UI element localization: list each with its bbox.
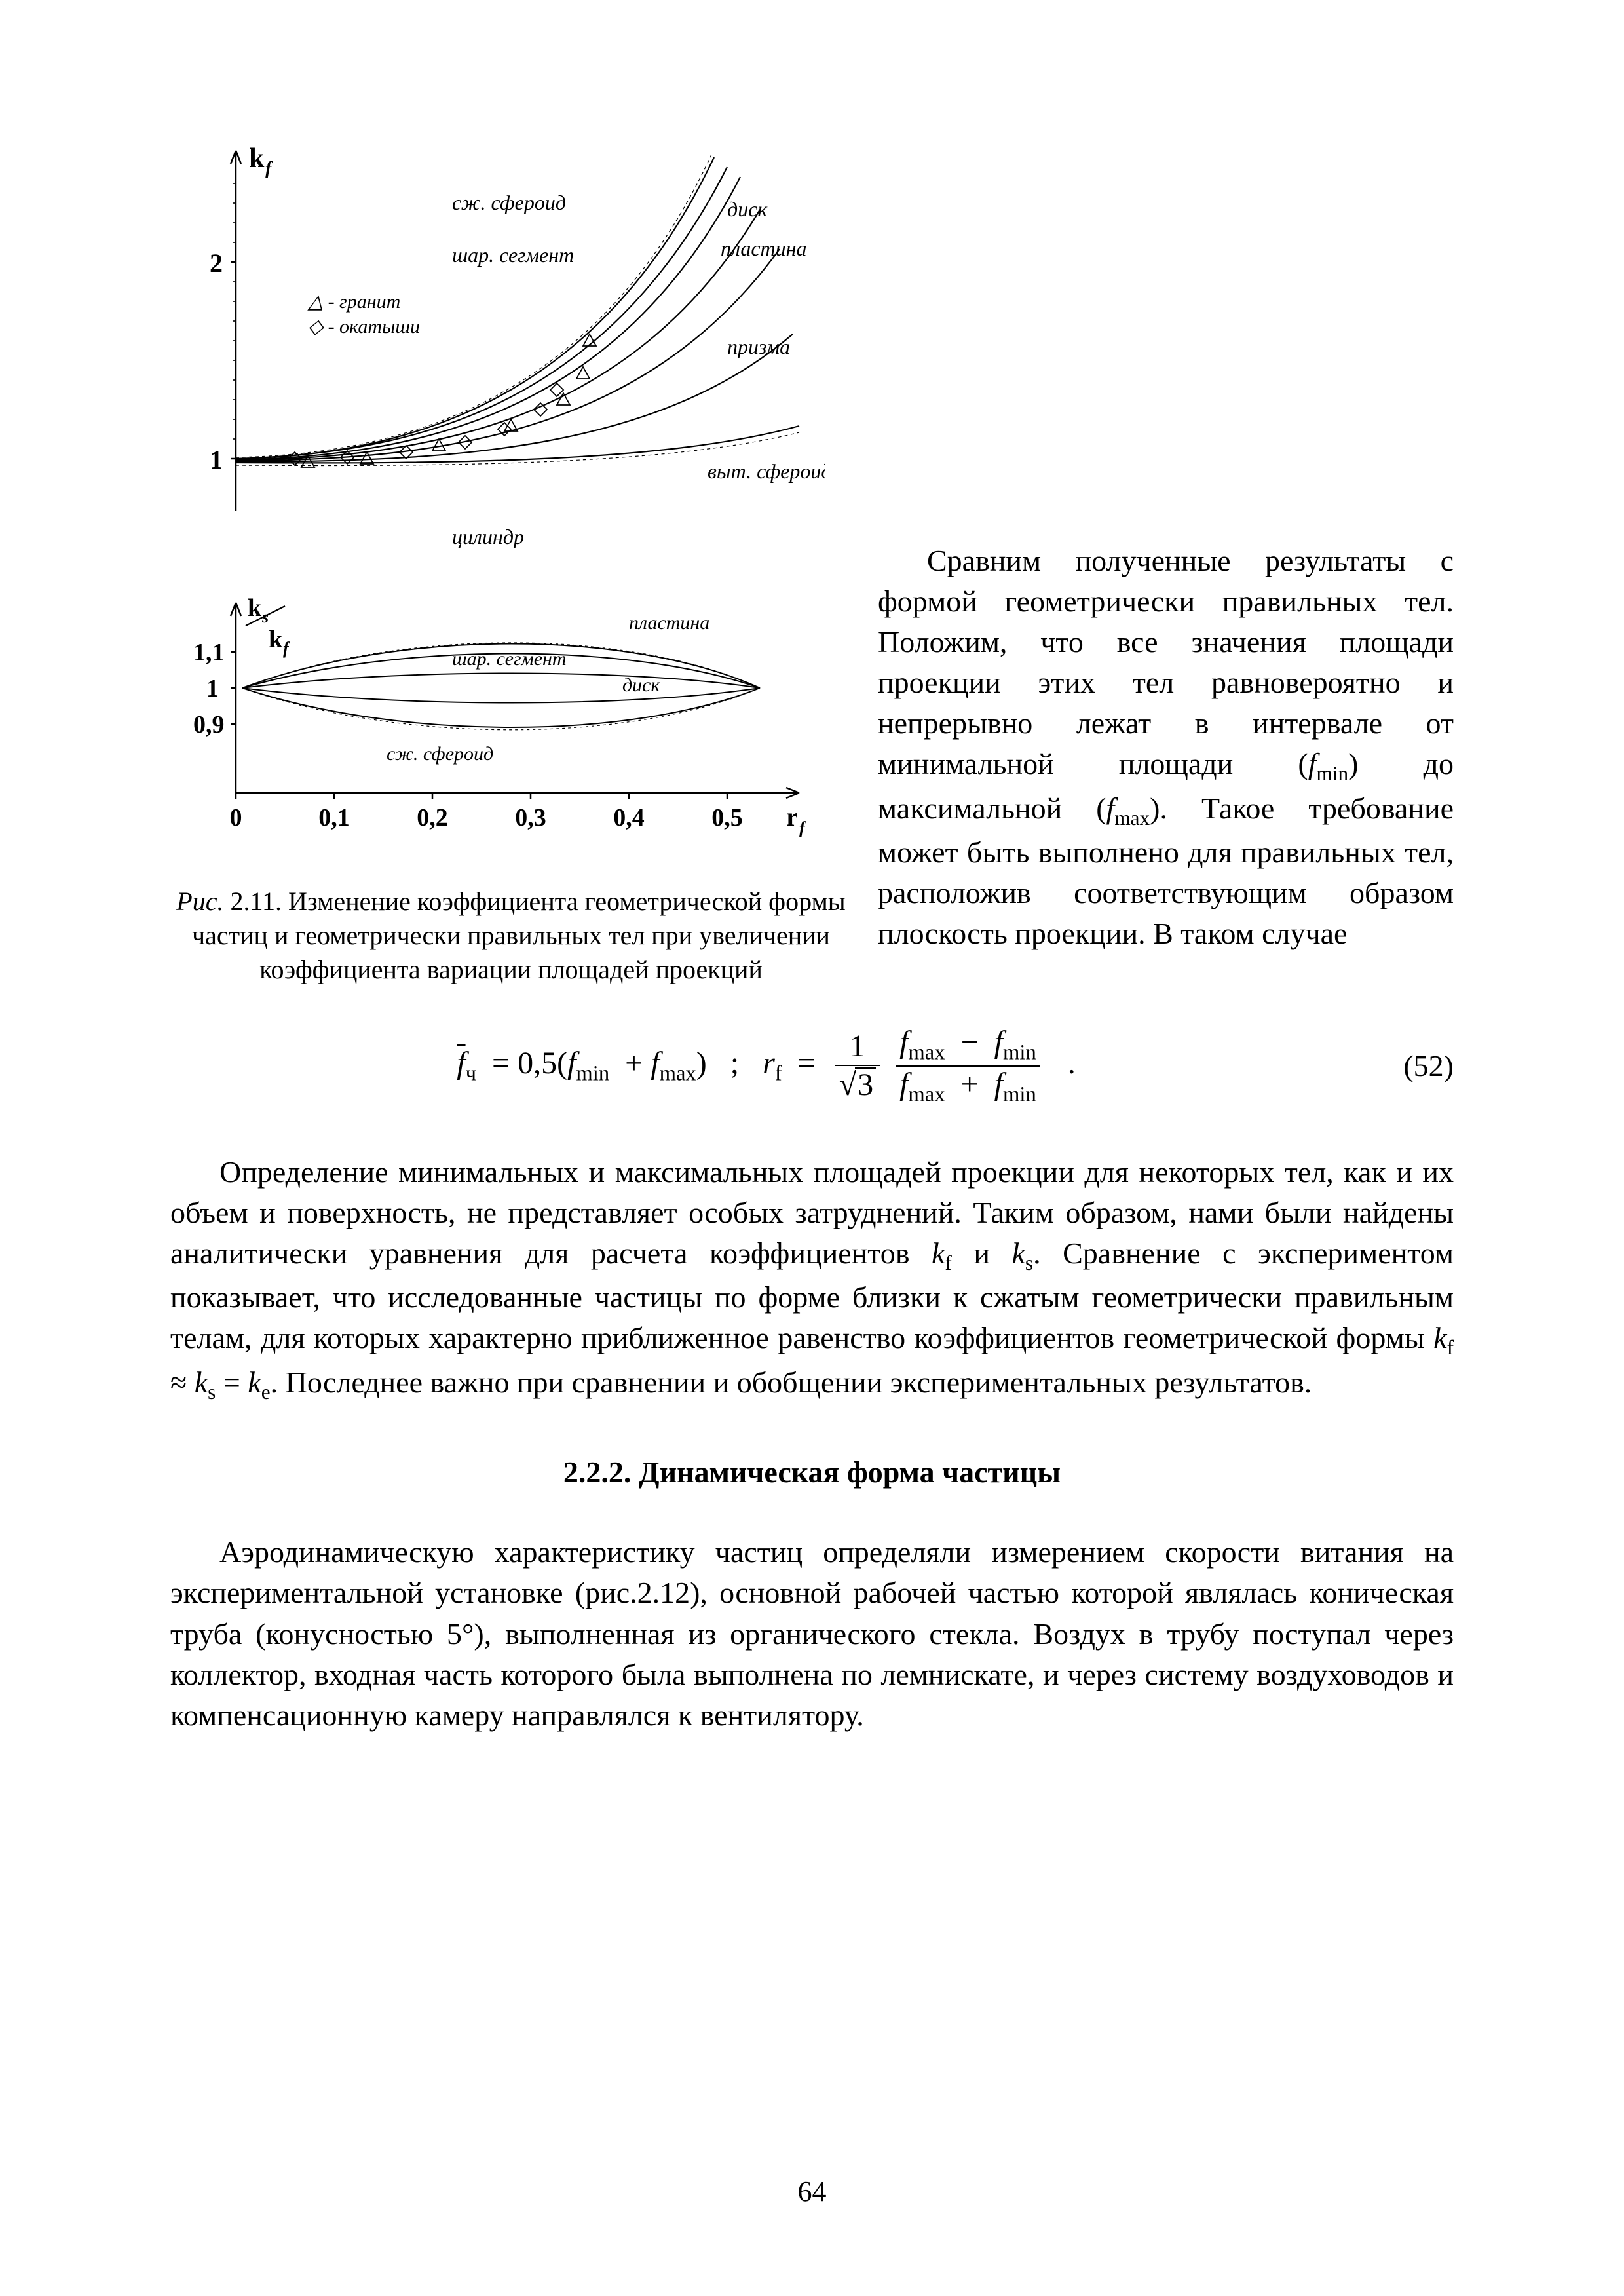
para1-ks: k — [1012, 1236, 1025, 1270]
svg-text:k: k — [248, 594, 262, 622]
equation-body: fч = 0,5(fmin + fmax) ; rf = 1 √3 fmax −… — [170, 1026, 1362, 1106]
svg-text:r: r — [786, 802, 798, 832]
equation-52: fч = 0,5(fmin + fmax) ; rf = 1 √3 fmax −… — [170, 1026, 1454, 1106]
eq-num-fmax-sub: max — [908, 1041, 945, 1065]
caption-number: 2.11. — [230, 887, 282, 916]
eq-num-fmin: f — [994, 1025, 1003, 1060]
para1-kf: k — [932, 1236, 945, 1270]
chart1-label-szh-sferoid: сж. сфероид — [452, 191, 566, 214]
para1-rel-b-sub: s — [208, 1381, 216, 1404]
eq-den-fmax: f — [899, 1067, 908, 1101]
figure-column: 1 2 k f — [170, 131, 852, 987]
chart1-label-disk: диск — [727, 197, 768, 221]
svg-text:2: 2 — [210, 248, 223, 278]
eq-den-fmax-sub: max — [908, 1082, 945, 1106]
para1-rel-a: k — [1433, 1321, 1446, 1354]
svg-text:0,5: 0,5 — [711, 804, 743, 832]
eq-fmin: f — [567, 1046, 576, 1081]
svg-text:1,1: 1,1 — [193, 639, 225, 666]
para1-kf-sub: f — [945, 1252, 951, 1274]
section-heading: 2.2.2. Динамическая форма частицы — [170, 1452, 1454, 1493]
eq-lhs-sub: ч — [466, 1062, 476, 1085]
svg-text:0: 0 — [230, 804, 242, 832]
para1-ks-sub: s — [1025, 1252, 1033, 1274]
svg-text:0,1: 0,1 — [318, 804, 350, 832]
para1-rel-b: k — [195, 1366, 208, 1399]
caption-prefix: Рис. — [176, 887, 223, 916]
chart-ratio-vs-rf: 1,1 1 0,9 0 0,1 0,2 0,3 0,4 — [170, 590, 825, 852]
eq-fmax-sub: max — [660, 1062, 696, 1085]
chart1-legend-okatyshi: ◇ - окатыши — [308, 316, 420, 337]
paragraph-kf-ks: Определение минимальных и максимальных п… — [170, 1152, 1454, 1407]
page: 1 2 k f — [0, 0, 1624, 2296]
svg-text:0,2: 0,2 — [417, 804, 448, 832]
eq-r-sub: f — [775, 1062, 782, 1085]
eq-num-fmin-sub: min — [1003, 1041, 1036, 1065]
svg-text:f: f — [283, 639, 290, 658]
eq-sqrt: 3 — [855, 1067, 876, 1101]
figure-caption: Рис. 2.11. Изменение коэффициента геомет… — [170, 885, 852, 987]
para1-and: и — [952, 1236, 1012, 1270]
svg-text:1: 1 — [206, 675, 219, 702]
chart1-label-vyt-sferoid: выт. сфероид — [708, 459, 825, 483]
chart-kf-vs-rf: 1 2 k f — [170, 131, 825, 590]
para1-rel-a-sub: f — [1447, 1337, 1454, 1360]
chart1-label-plastina: пластина — [721, 237, 807, 260]
svg-text:0,3: 0,3 — [515, 804, 546, 832]
para1-rel-c: k — [248, 1366, 261, 1399]
right-text-column: Сравним полученные результаты с формой г… — [852, 131, 1454, 987]
eq-lhs-f: f — [457, 1046, 465, 1081]
chart2-label-disk: диск — [622, 674, 660, 696]
figure-and-text-row: 1 2 k f — [170, 131, 1454, 987]
svg-text:k: k — [269, 626, 283, 653]
para1-eq: = — [216, 1366, 248, 1399]
eq-den-fmin-sub: min — [1003, 1082, 1036, 1106]
para1-approx: ≈ — [170, 1366, 195, 1399]
chart1-label-shar-segment: шар. сегмент — [452, 243, 574, 267]
right-paragraph: Сравним полученные результаты с формой г… — [878, 541, 1454, 955]
eq-r: r — [763, 1046, 775, 1081]
para1-c: . По­следнее важно при сравнении и обобщ… — [271, 1366, 1312, 1399]
eq-coef: 0,5 — [518, 1046, 557, 1081]
chart1-label-cilindr: цилиндр — [452, 525, 524, 548]
eq-num-fmax: f — [899, 1025, 908, 1060]
caption-text: Изменение коэффициента геометрической фо… — [192, 887, 846, 984]
para1-rel-c-sub: e — [261, 1381, 271, 1404]
chart1-label-prizma: призма — [727, 335, 790, 358]
chart2-label-plastina: пластина — [629, 612, 709, 634]
page-number: 64 — [0, 2172, 1624, 2211]
svg-text:0,4: 0,4 — [613, 804, 645, 832]
svg-text:f: f — [799, 818, 806, 837]
chart2-label-shar-segment: шар. сегмент — [452, 648, 567, 670]
equation-number: (52) — [1362, 1046, 1454, 1086]
eq-fmax: f — [651, 1046, 659, 1081]
svg-text:f: f — [265, 159, 273, 179]
eq-den-fmin: f — [994, 1067, 1003, 1101]
chart2-label-szh-sferoid: сж. сфероид — [387, 743, 493, 765]
paragraph-aero: Аэродинамическую характеристику частиц о… — [170, 1532, 1454, 1735]
svg-text:0,9: 0,9 — [193, 711, 225, 738]
svg-text:1: 1 — [210, 445, 223, 474]
chart1-legend-granite: △ - гранит — [307, 291, 400, 313]
eq-fmin-sub: min — [576, 1062, 609, 1085]
svg-text:k: k — [249, 144, 265, 174]
